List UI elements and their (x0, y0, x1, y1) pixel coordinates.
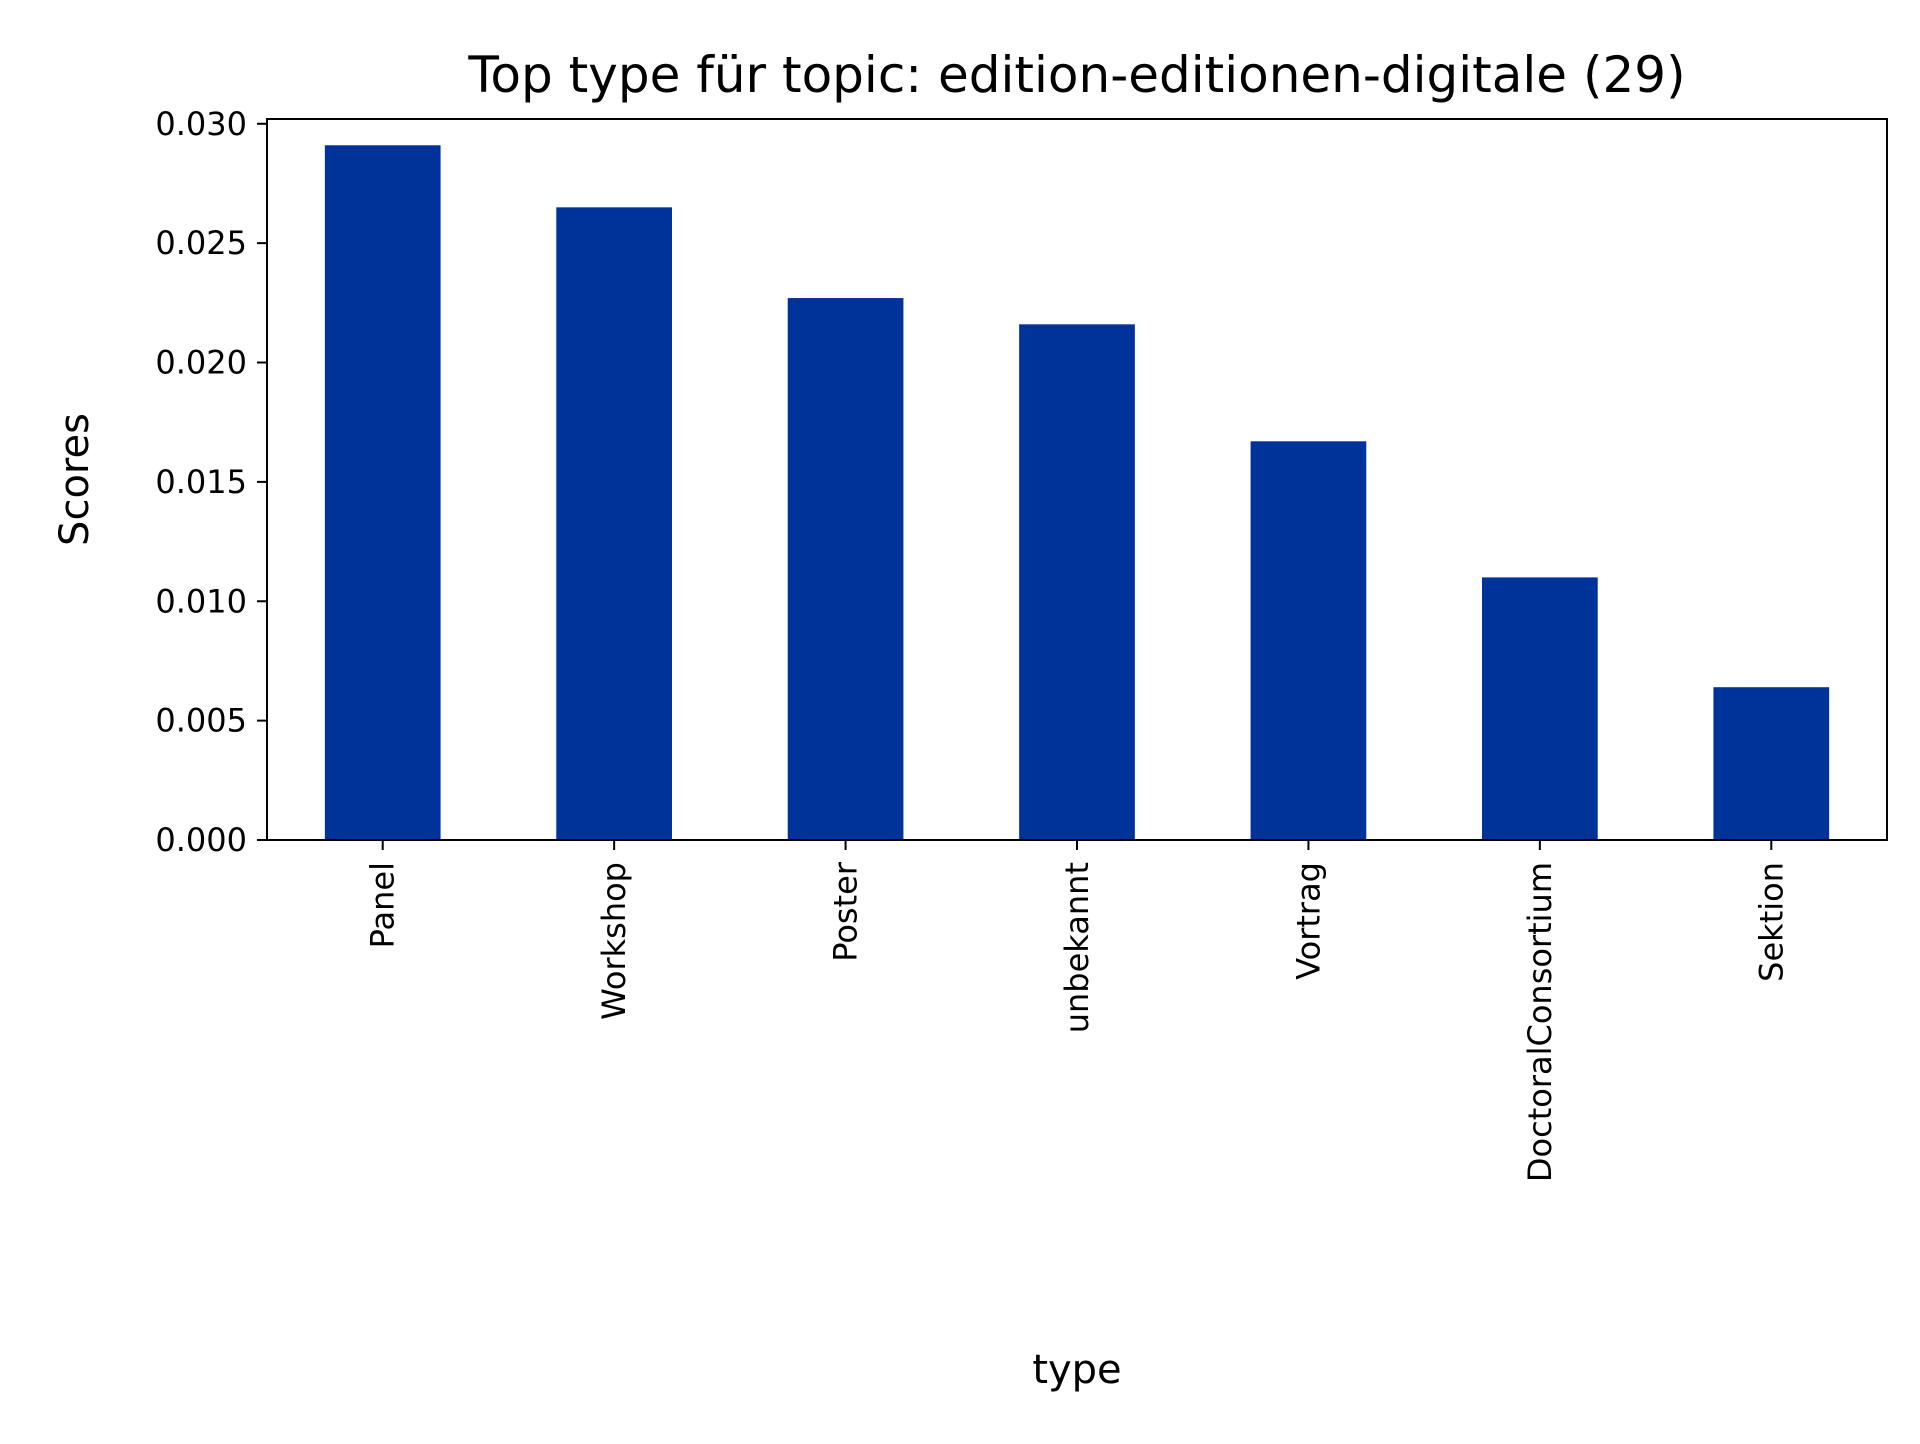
y-axis-label: Scores (52, 413, 98, 546)
y-axis-ticks: 0.000 0.005 0.010 0.015 0.020 0.025 0.030 (155, 105, 267, 859)
y-tick-label: 0.010 (155, 582, 247, 620)
x-tick-label: Vortrag (1289, 862, 1327, 980)
y-tick-label: 0.000 (155, 821, 247, 859)
bar-workshop (556, 207, 672, 840)
x-tick-label: Poster (827, 861, 865, 962)
bar-unbekannt (1019, 324, 1135, 840)
bar-panel (324, 145, 441, 840)
y-tick-label: 0.020 (155, 344, 247, 382)
y-tick-label: 0.030 (155, 105, 247, 143)
x-tick-label: Panel (364, 862, 402, 948)
bar-sektion (1713, 687, 1830, 840)
x-axis-ticks: Panel Workshop Poster unbekannt Vortrag Docto… (364, 840, 1790, 1182)
plot-frame (266, 118, 1888, 841)
x-tick-label: unbekannt (1058, 862, 1096, 1033)
bar-poster (787, 298, 904, 841)
x-tick-label: DoctoralConsortium (1521, 862, 1559, 1182)
x-axis-label: type (1032, 1347, 1121, 1393)
y-tick-label: 0.005 (155, 702, 247, 740)
bar-doctoralconsortium (1482, 577, 1598, 840)
y-tick-label: 0.025 (155, 224, 247, 262)
x-tick-label: Workshop (595, 862, 633, 1020)
x-tick-label: Sektion (1752, 862, 1790, 982)
chart-title: Top type für topic: edition-editionen-di… (467, 46, 1685, 104)
bar-vortrag (1250, 441, 1367, 840)
y-tick-label: 0.015 (155, 463, 247, 501)
bars (324, 145, 1830, 841)
